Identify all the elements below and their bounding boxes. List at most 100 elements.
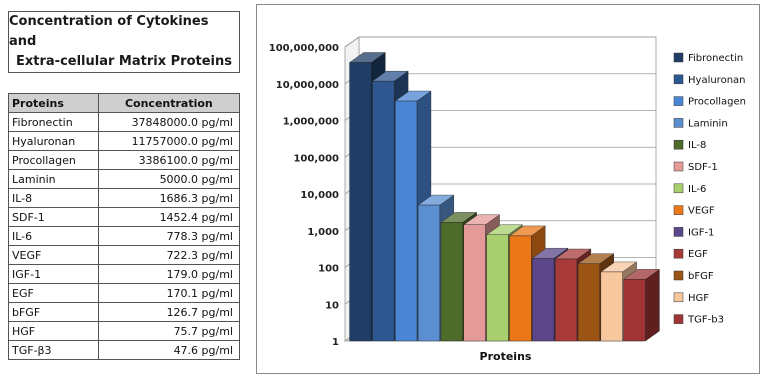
protein-name-cell: HGF <box>8 321 99 341</box>
y-tick-label: 1,000,000 <box>283 117 339 128</box>
concentration-cell: 722.3 pg/ml <box>97 245 241 265</box>
protein-name-cell: bFGF <box>8 302 99 322</box>
y-tick-label: 100 <box>318 264 339 275</box>
chart-frame: 1 10 100 1,000 10,000 100,000 1,000,000 10,000,… <box>256 4 760 374</box>
panel-title-line-1: Concentration of Cytokines and <box>9 14 209 49</box>
legend-label: HGF <box>688 293 709 304</box>
bar <box>577 263 600 342</box>
concentration-cell: 1452.4 pg/ml <box>97 207 241 227</box>
table-row: VEGF 722.3 pg/ml <box>8 245 241 265</box>
concentration-cell: 126.7 pg/ml <box>97 302 241 322</box>
bar <box>532 258 555 342</box>
bar <box>554 258 578 342</box>
table-row: HGF 75.7 pg/ml <box>8 321 241 341</box>
bar <box>463 224 486 342</box>
bar <box>372 80 395 342</box>
y-tick-label: 10,000 <box>300 190 339 201</box>
panel-title: Concentration of Cytokines and Extra-cel… <box>8 11 240 73</box>
protein-name-cell: IL-8 <box>8 188 99 208</box>
y-tick-label: 100,000 <box>293 153 339 164</box>
table-row: TGF-β3 47.6 pg/ml <box>8 340 241 360</box>
legend-label: bFGF <box>688 271 714 282</box>
table-row: SDF-1 1452.4 pg/ml <box>8 207 241 227</box>
concentration-cell: 75.7 pg/ml <box>97 321 241 341</box>
protein-name-cell: SDF-1 <box>8 207 99 227</box>
concentration-cell: 47.6 pg/ml <box>97 340 241 360</box>
table-row: Laminin 5000.0 pg/ml <box>8 169 241 189</box>
legend-swatch <box>673 74 684 85</box>
concentration-cell: 3386100.0 pg/ml <box>97 150 241 170</box>
bar-chart: 1 10 100 1,000 10,000 100,000 1,000,000 10,000,… <box>269 36 746 363</box>
legend-swatch <box>673 227 684 237</box>
column-header-concentration: Concentration <box>97 93 241 113</box>
protein-name-cell: EGF <box>8 283 99 303</box>
panel-title-line-2: Extra-cellular Matrix Proteins <box>16 54 232 69</box>
concentration-cell: 11757000.0 pg/ml <box>97 131 241 151</box>
legend-label: IGF-1 <box>688 227 714 238</box>
bar <box>600 271 623 342</box>
legend-label: TGF-b3 <box>687 315 724 326</box>
bar <box>486 234 509 342</box>
legend-swatch <box>673 270 684 281</box>
protein-name-cell: IGF-1 <box>8 264 99 284</box>
column-header-proteins: Proteins <box>8 93 99 113</box>
legend-swatch <box>673 205 684 215</box>
bar <box>509 235 532 342</box>
concentration-cell: 5000.0 pg/ml <box>97 169 241 189</box>
protein-name-cell: VEGF <box>8 245 99 265</box>
legend-label: SDF-1 <box>688 162 718 173</box>
table-row: IGF-1 179.0 pg/ml <box>8 264 241 284</box>
legend-swatch <box>673 314 684 324</box>
protein-name-cell: Procollagen <box>8 150 99 170</box>
legend-swatch <box>673 161 684 172</box>
bar-side <box>645 268 660 342</box>
bar <box>440 222 463 342</box>
legend-swatch <box>673 292 684 303</box>
table-row: IL-6 778.3 pg/ml <box>8 226 241 246</box>
bar <box>623 279 646 342</box>
legend-swatch <box>673 52 684 63</box>
y-tick-label: 1,000 <box>307 227 339 238</box>
table-body: Fibronectin 37848000.0 pg/ml Hyaluronan 117… <box>8 112 241 360</box>
protein-name-cell: Hyaluronan <box>8 131 99 151</box>
legend-label: EGF <box>688 249 708 260</box>
bar <box>417 204 441 342</box>
legend-swatch <box>673 248 684 259</box>
table-row: IL-8 1686.3 pg/ml <box>8 188 241 208</box>
concentration-cell: 1686.3 pg/ml <box>97 188 241 208</box>
legend-label: Hyaluronan <box>688 75 746 86</box>
concentration-cell: 37848000.0 pg/ml <box>97 112 241 132</box>
legend-swatch <box>673 96 684 106</box>
concentration-cell: 170.1 pg/ml <box>97 283 241 303</box>
legend-label: IL-8 <box>688 140 706 151</box>
table-row: Procollagen 3386100.0 pg/ml <box>8 150 241 170</box>
y-tick-label: 100,000,000 <box>269 43 339 54</box>
concentration-table: Proteins Concentration Fibronectin 378480… <box>8 93 241 360</box>
table-row: EGF 170.1 pg/ml <box>8 283 241 303</box>
legend-label: VEGF <box>688 206 715 217</box>
legend-swatch <box>673 118 684 128</box>
gridline <box>344 36 656 48</box>
y-tick-label: 10,000,000 <box>276 80 339 91</box>
y-tick-label: 10 <box>325 300 339 311</box>
bar <box>395 100 418 342</box>
legend-label: Procollagen <box>688 97 746 108</box>
legend-swatch <box>673 183 684 194</box>
protein-name-cell: IL-6 <box>8 226 99 246</box>
table-row: Hyaluronan 11757000.0 pg/ml <box>8 131 241 151</box>
x-axis-label: Proteins <box>480 350 532 363</box>
legend-label: Fibronectin <box>688 53 743 64</box>
protein-name-cell: Laminin <box>8 169 99 189</box>
protein-name-cell: Fibronectin <box>8 112 99 132</box>
concentration-cell: 778.3 pg/ml <box>97 226 241 246</box>
concentration-cell: 179.0 pg/ml <box>97 264 241 284</box>
table-row: Fibronectin 37848000.0 pg/ml <box>8 112 241 132</box>
y-tick-label: 1 <box>332 337 339 348</box>
table-row: bFGF 126.7 pg/ml <box>8 302 241 322</box>
legend-swatch <box>673 139 684 150</box>
legend-label: IL-6 <box>688 184 706 195</box>
table-header-row: Proteins Concentration <box>8 93 241 113</box>
protein-name-cell: TGF-β3 <box>8 340 99 360</box>
legend-label: Laminin <box>688 118 728 129</box>
bar <box>349 62 372 342</box>
